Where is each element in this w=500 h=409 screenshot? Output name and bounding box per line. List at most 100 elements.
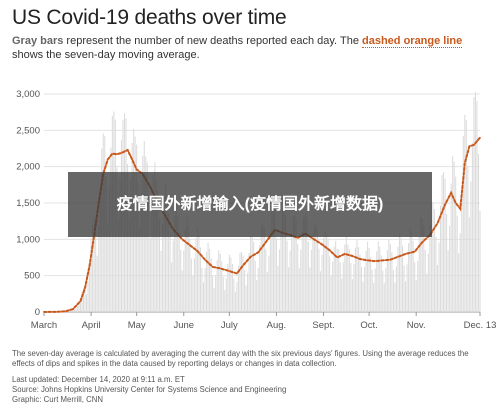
- daily-bar: [336, 248, 338, 312]
- daily-bar: [190, 258, 192, 312]
- daily-bar: [327, 238, 329, 312]
- daily-bar: [84, 290, 86, 312]
- daily-bar: [186, 216, 188, 312]
- daily-bar: [73, 307, 75, 312]
- x-tick-label: Nov.: [407, 320, 426, 331]
- daily-bar: [93, 217, 95, 312]
- daily-bar: [398, 233, 401, 312]
- daily-bar: [415, 280, 417, 312]
- daily-bar: [98, 225, 100, 312]
- daily-bar: [189, 238, 191, 312]
- daily-bar: [347, 244, 349, 312]
- y-tick-label: 0: [35, 307, 40, 318]
- daily-bar: [447, 250, 449, 312]
- daily-bar: [117, 218, 119, 312]
- daily-bar: [227, 264, 229, 312]
- daily-bar: [467, 166, 469, 312]
- daily-bar: [429, 224, 431, 312]
- daily-bar: [277, 266, 279, 312]
- daily-bar: [319, 271, 322, 312]
- daily-bar: [351, 279, 353, 312]
- daily-bar: [209, 248, 211, 312]
- daily-bar: [357, 247, 359, 312]
- daily-bar: [161, 224, 164, 312]
- daily-bar: [405, 281, 407, 312]
- daily-bar: [458, 253, 460, 312]
- daily-bar: [449, 225, 451, 312]
- daily-bar: [376, 251, 378, 312]
- daily-bar: [313, 224, 315, 312]
- daily-bar: [344, 244, 346, 312]
- daily-bar: [253, 241, 255, 312]
- daily-bar: [171, 262, 173, 312]
- daily-bar: [295, 220, 297, 312]
- daily-bar: [310, 249, 312, 312]
- daily-bar: [364, 267, 366, 312]
- daily-bar: [322, 237, 325, 312]
- daily-bar: [345, 236, 347, 312]
- daily-bar: [192, 275, 194, 312]
- daily-bar: [341, 278, 343, 312]
- daily-bar: [139, 228, 141, 312]
- daily-bar: [148, 198, 150, 312]
- daily-bar: [338, 249, 340, 312]
- daily-bar: [231, 263, 233, 312]
- daily-bar: [304, 213, 306, 312]
- daily-bar: [292, 216, 294, 312]
- daily-bar: [452, 156, 454, 312]
- daily-bar: [359, 254, 361, 312]
- daily-bar: [90, 238, 92, 312]
- daily-bar: [330, 276, 332, 312]
- daily-bar: [213, 288, 215, 312]
- daily-bar: [247, 272, 249, 312]
- daily-bar: [266, 272, 268, 312]
- daily-bar: [394, 282, 396, 312]
- daily-bar: [215, 275, 217, 312]
- daily-bar: [254, 260, 256, 312]
- daily-bar: [353, 264, 355, 312]
- daily-bar: [373, 283, 375, 312]
- daily-bar: [236, 281, 238, 312]
- daily-bar: [222, 276, 224, 312]
- daily-bar: [432, 201, 434, 312]
- daily-bar: [441, 175, 443, 312]
- daily-bar: [166, 199, 168, 312]
- daily-bar: [230, 257, 232, 312]
- daily-bar: [183, 250, 185, 312]
- graphic-credit: Graphic: Curt Merrill, CNN: [12, 395, 103, 404]
- daily-bar: [140, 193, 142, 312]
- daily-bar: [149, 237, 151, 312]
- daily-bar: [395, 266, 397, 312]
- daily-bar: [339, 262, 341, 312]
- x-tick-label: July: [221, 320, 238, 331]
- daily-bar: [307, 241, 309, 312]
- daily-bar: [157, 189, 159, 312]
- daily-bar: [160, 251, 162, 312]
- daily-bar: [175, 204, 177, 312]
- daily-bar: [82, 287, 85, 312]
- daily-bar: [172, 240, 174, 312]
- daily-bar: [280, 230, 282, 312]
- daily-bar: [379, 246, 381, 312]
- daily-bar: [401, 245, 404, 312]
- daily-bar: [95, 232, 97, 312]
- daily-bar: [473, 96, 475, 312]
- daily-bar: [365, 250, 367, 312]
- daily-bar: [377, 241, 379, 312]
- x-tick-label: May: [128, 320, 146, 331]
- daily-bar: [455, 176, 457, 312]
- daily-bar: [333, 246, 335, 312]
- daily-bar: [464, 114, 466, 312]
- daily-bar: [180, 249, 182, 312]
- daily-bar: [446, 213, 448, 312]
- daily-bar: [414, 261, 416, 312]
- daily-bar: [383, 283, 385, 312]
- daily-bar: [291, 233, 293, 312]
- daily-bar: [155, 181, 157, 312]
- daily-bar: [263, 228, 265, 312]
- subtitle-middle: represent the number of new deaths repor…: [63, 35, 362, 47]
- y-tick-label: 3,000: [16, 89, 40, 100]
- daily-bar: [174, 216, 176, 312]
- daily-bar: [237, 265, 239, 312]
- daily-bar: [210, 258, 212, 312]
